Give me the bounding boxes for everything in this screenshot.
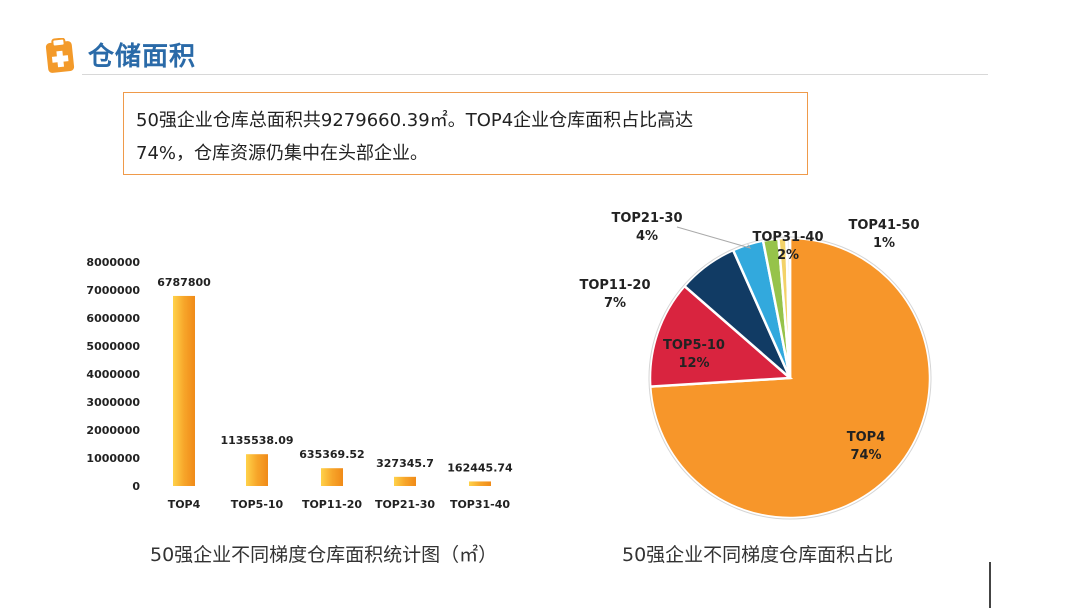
pie-outline — [648, 236, 932, 520]
pie-slice-percent-label: 2% — [777, 248, 799, 263]
pie-slice-percent-label: 1% — [873, 236, 895, 251]
x-tick-label: TOP5-10 — [231, 498, 284, 511]
clipboard-plus-icon — [45, 38, 75, 73]
pie-slice-name-label: TOP5-10 — [663, 338, 725, 353]
pie-leader-line — [676, 226, 752, 249]
pie-slice-name-label: TOP21-30 — [611, 211, 682, 226]
pie-slice-percent-label: 12% — [678, 356, 709, 371]
bar — [173, 295, 195, 486]
bar-chart: 0 1000000 2000000 3000000 4000000 5000000 6000… — [86, 256, 513, 511]
pie-slice-name-label: TOP41-50 — [848, 218, 919, 233]
bar-data-label: 162445.74 — [447, 461, 513, 474]
y-tick-label: 0 — [132, 480, 140, 493]
x-tick-label: TOP21-30 — [375, 498, 435, 511]
page-edge-rule — [989, 562, 991, 608]
pie-slice-name-label: TOP11-20 — [579, 278, 650, 293]
pie-slice — [785, 236, 792, 379]
bar-data-label: 635369.52 — [299, 448, 364, 461]
pie-slice — [648, 284, 794, 388]
y-tick-label: 8000000 — [86, 256, 140, 269]
bar-data-label: 6787800 — [157, 276, 211, 289]
y-tick-label: 1000000 — [86, 452, 140, 465]
pie-slice-percent-label: 74% — [850, 448, 881, 463]
x-tick-label: TOP11-20 — [302, 498, 362, 511]
pie-slice-name-label: TOP31-40 — [752, 230, 823, 245]
header-divider — [82, 74, 988, 75]
bar — [394, 476, 416, 486]
bar-data-label: 1135538.09 — [220, 434, 293, 447]
y-tick-label: 2000000 — [86, 424, 140, 437]
bar — [246, 454, 268, 486]
summary-line-1: 50强企业仓库总面积共9279660.39㎡。TOP4企业仓库面积占比高达 — [136, 110, 694, 131]
pie-slice-percent-label: 4% — [636, 229, 658, 244]
bar-chart-title: 50强企业不同梯度仓库面积统计图（㎡） — [150, 544, 498, 566]
x-tick-label: TOP4 — [168, 498, 201, 511]
pie-chart: TOP4 74% TOP5-10 12% TOP11-20 7% TOP21-30 4% TOP… — [579, 211, 932, 520]
bar — [469, 481, 491, 486]
y-tick-label: 3000000 — [86, 396, 140, 409]
pie-slice-percent-label: 7% — [604, 296, 626, 311]
x-tick-label: TOP31-40 — [450, 498, 510, 511]
y-tick-label: 6000000 — [86, 312, 140, 325]
bar-data-label: 327345.7 — [376, 457, 434, 470]
pie-chart-title: 50强企业不同梯度仓库面积占比 — [622, 544, 894, 566]
y-tick-label: 5000000 — [86, 340, 140, 353]
summary-line-2: 74%，仓库资源仍集中在头部企业。 — [136, 143, 429, 164]
y-tick-label: 4000000 — [86, 368, 140, 381]
y-tick-label: 7000000 — [86, 284, 140, 297]
pie-slice-name-label: TOP4 — [847, 430, 886, 445]
summary-box: 50强企业仓库总面积共9279660.39㎡。TOP4企业仓库面积占比高达 74… — [123, 92, 808, 175]
bar — [321, 468, 343, 486]
page-title: 仓储面积 — [88, 42, 197, 72]
